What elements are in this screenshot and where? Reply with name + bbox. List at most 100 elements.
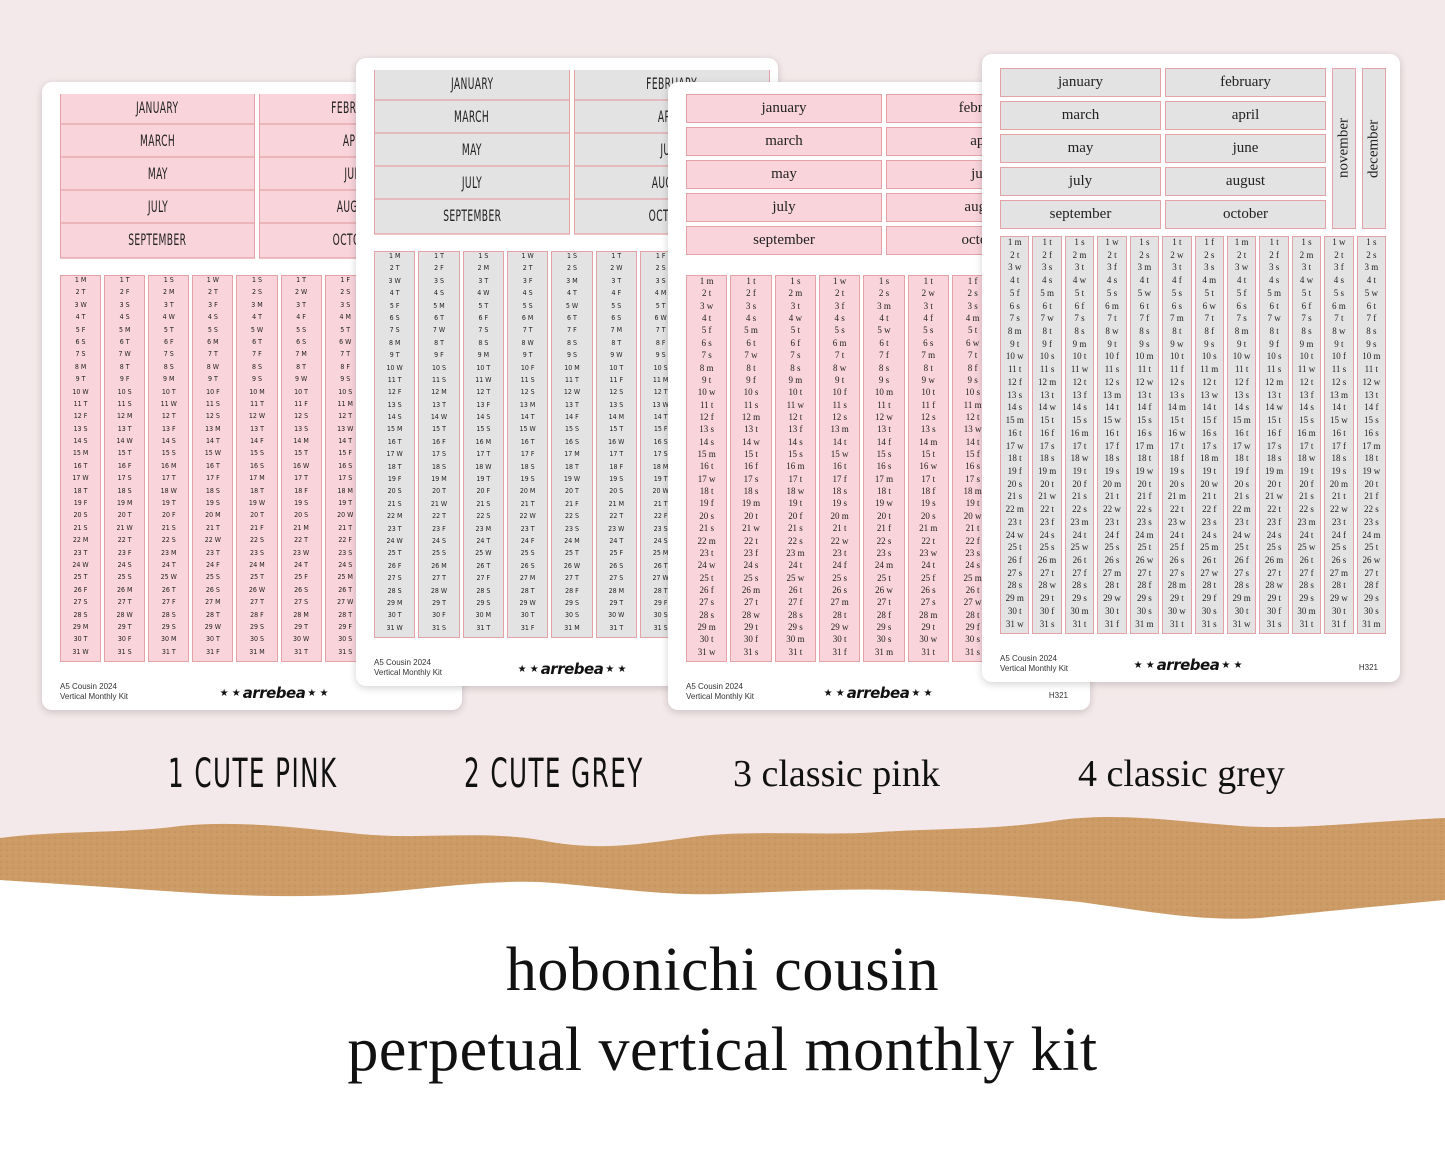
date-cell: 15 t [1267,415,1281,426]
date-cell: 5 W [250,325,264,334]
date-cell: 5 f [1009,287,1020,298]
date-cell: 21 m [1167,491,1186,502]
month-name: july [1068,173,1093,189]
date-cell: 25 S [431,549,446,558]
date-cell: 4 m [965,313,980,324]
date-cell: 22 s [1299,504,1314,515]
date-cell: 25 t [699,572,714,583]
date-cell: 21 w [1038,491,1056,502]
date-cell: 3 t [1301,262,1312,273]
date-cell: 11 T [565,375,579,384]
date-cell: 14 f [1364,402,1379,413]
date-cell: 10 T [476,363,491,372]
date-cell: 23 t [832,547,847,558]
date-cell: 9 s [1204,338,1215,349]
date-cell: 21 m [919,523,938,534]
brand-logo: ★ ★ arrebea ★ ★ [220,680,329,706]
date-cell: 19 m [1038,465,1057,476]
date-cell: 11 T [387,375,402,384]
date-cell: 5 t [1301,287,1312,298]
date-cell: 20 t [877,510,891,521]
date-cell: 8 W [206,362,219,371]
date-cell: 24 T [476,536,491,545]
date-cell: 3 t [923,300,933,311]
date-cell: 21 s [1072,491,1087,502]
date-cell: 28 f [1137,580,1152,591]
date-cell: 14 F [250,437,264,446]
date-cell: 17 T [609,450,624,459]
date-cell: 29 w [1330,593,1348,604]
date-cell: 22 w [1103,504,1121,515]
date-cell: 22 S [161,536,176,545]
date-cell: 11 t [699,399,714,410]
date-cell: 17 F [520,450,535,459]
date-cell: 7 t [1204,313,1214,324]
date-cell: 20 t [1267,478,1281,489]
date-cell: 31 t [921,646,936,657]
date-cell: 7 S [75,350,86,359]
date-cell: 25 w [1297,542,1316,553]
date-cell: 26 m [1264,554,1284,565]
date-cell: 8 S [163,362,174,371]
date-cell: 23 t [1332,516,1346,527]
month-name: january [761,100,807,116]
date-cell: 19 s [1169,465,1185,476]
date-cell: 27 t [1364,567,1379,578]
date-cell: 31 t [1169,618,1184,629]
date-cell: 27 s [1007,567,1023,578]
date-cell: 25 s [1266,542,1282,553]
date-cell: 7 w [744,350,758,361]
date-cell: 19 w [1135,465,1154,476]
date-cell: 28 t [965,609,980,620]
date-cell: 17 W [72,474,89,483]
month-name: february [1220,74,1271,90]
date-cell: 3 T [163,300,174,309]
date-cell: 14 W [430,413,448,422]
date-cell: 6 t [1042,300,1052,311]
date-cell: 6 s [1009,300,1020,311]
date-cell: 20 M [519,487,536,496]
date-column: 1 T 2 F 3 S 4 S 5 M 6 T 7 W 8 T 9 F 10 S 11 S 12 M 1… [418,251,460,638]
date-cell: 13 s [1234,389,1250,400]
date-cell: 27 f [1299,567,1314,578]
date-cell: 18 M [337,486,353,495]
date-cell: 30 F [432,611,446,620]
date-cell: 15 F [338,449,353,458]
date-cell: 21 f [1364,491,1379,502]
date-cell: 19 f [699,498,714,509]
date-cell: 5 T [655,301,666,310]
date-cell: 8 t [746,362,756,373]
date-cell: 10 M [249,387,265,396]
date-cell: 18 t [1137,453,1152,464]
date-column: 1 S 2 S 3 M 4 T 5 W 6 T 7 F 8 S 9 S 10 M 11 T 12 W 1… [236,275,278,662]
date-cell: 31 t [788,646,803,657]
date-cell: 16 f [1040,427,1055,438]
date-cell: 31 s [1201,618,1217,629]
date-cell: 25 M [652,549,669,558]
date-cell: 25 W [475,549,492,558]
date-cell: 30 S [653,611,668,620]
date-cell: 21 s [1007,491,1023,502]
date-cell: 8 S [251,362,262,371]
date-cell: 27 s [1234,567,1250,578]
date-cell: 24 t [1072,529,1087,540]
date-cell: 24 W [72,560,89,569]
date-cell: 25 S [205,573,220,582]
date-cell: 2 M [477,264,490,273]
date-cell: 5 S [522,301,533,310]
date-cell: 11 s [832,399,847,410]
date-cell: 23 M [161,548,177,557]
month-label: september [1000,200,1161,229]
date-cell: 18 s [1039,453,1055,464]
date-cell: 6 t [1269,300,1279,311]
date-cell: 24 T [609,536,624,545]
date-cell: 21 F [250,523,264,532]
variant-label-1: 1 CUTE PINK [168,750,338,797]
date-cell: 5 s [1171,287,1182,298]
date-cell: 5 w [877,325,891,336]
date-cell: 8 T [296,362,307,371]
date-cell: 26 S [294,585,309,594]
